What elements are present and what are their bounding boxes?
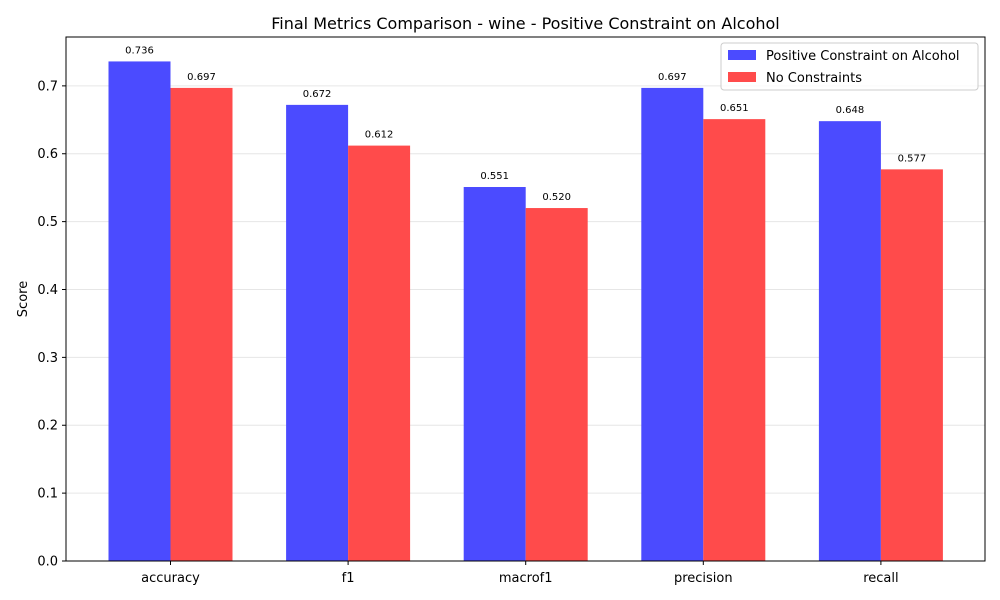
data-label: 0.672 (303, 89, 332, 100)
bar-positive-constraint-macrof1 (463, 187, 526, 561)
legend-label-positive-constraint: Positive Constraint on Alcohol (766, 49, 960, 64)
legend-swatch-no-constraints (728, 72, 756, 82)
data-label: 0.551 (480, 171, 509, 182)
y-tick-label: 0.2 (37, 419, 58, 434)
y-axis: 0.0 0.1 0.2 0.3 0.4 0.5 0.6 0.7 (37, 79, 66, 570)
data-labels: 0.736 0.672 0.551 0.697 0.648 0.697 0.612 0.520… (125, 45, 926, 203)
y-tick-label: 0.5 (37, 215, 58, 230)
data-label: 0.648 (836, 105, 865, 116)
x-tick-label-accuracy: accuracy (141, 571, 200, 586)
data-label: 0.697 (658, 72, 687, 83)
legend: Positive Constraint on Alcohol No Constr… (720, 42, 979, 91)
bar-positive-constraint-precision (641, 87, 704, 561)
y-tick-label: 0.6 (37, 147, 58, 162)
x-axis: accuracy f1 macrof1 precision recall (141, 561, 899, 586)
y-axis-label: Score (16, 281, 31, 317)
bar-no-constraints-precision (703, 119, 766, 562)
x-tick-label-recall: recall (863, 571, 898, 586)
bar-no-constraints-accuracy (170, 87, 233, 561)
bar-positive-constraint-f1 (286, 104, 349, 562)
legend-frame (720, 42, 979, 91)
y-tick-label: 0.4 (37, 283, 58, 298)
data-label: 0.612 (365, 130, 394, 141)
data-label: 0.651 (720, 103, 749, 114)
x-tick-label-precision: precision (674, 571, 733, 586)
bar-no-constraints-f1 (348, 145, 411, 561)
chart-title: Final Metrics Comparison - wine - Positi… (271, 14, 780, 33)
data-label: 0.697 (187, 72, 216, 83)
legend-swatch-positive-constraint (728, 50, 756, 60)
x-tick-label-f1: f1 (342, 571, 355, 586)
bar-positive-constraint-recall (818, 121, 881, 561)
data-label: 0.577 (898, 153, 927, 164)
data-label: 0.736 (125, 45, 154, 56)
bar-no-constraints-macrof1 (525, 208, 588, 561)
bar-no-constraints-recall (880, 169, 943, 561)
bar-positive-constraint-accuracy (108, 61, 171, 561)
legend-label-no-constraints: No Constraints (766, 71, 862, 86)
y-tick-label: 0.3 (37, 351, 58, 366)
y-tick-label: 0.0 (37, 555, 58, 570)
y-tick-label: 0.1 (37, 487, 58, 502)
data-label: 0.520 (542, 192, 571, 203)
x-tick-label-macrof1: macrof1 (499, 571, 553, 586)
bars (108, 61, 943, 562)
y-tick-label: 0.7 (37, 79, 58, 94)
